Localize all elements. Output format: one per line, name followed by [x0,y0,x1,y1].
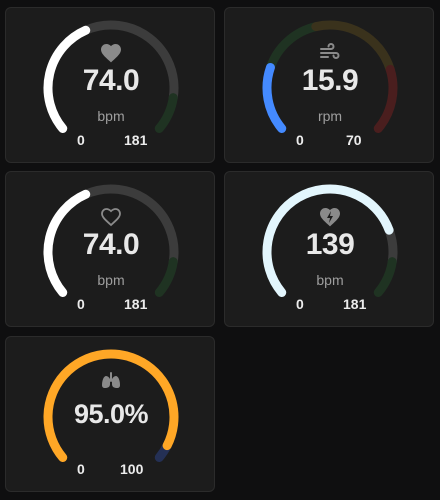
gauge-unit: bpm [97,108,125,124]
gauge-min-label: 0 [296,296,304,312]
gauge-track [81,20,179,103]
gauge-track [373,64,398,133]
gauge-min-label: 0 [296,132,304,148]
lungs-icon [102,372,120,388]
gauge-arc [262,184,398,297]
gauge-fill [43,189,91,297]
gauge-card-respiration[interactable]: 15.9 rpm 0 70 [224,7,434,163]
gauge-max-label: 181 [343,296,367,312]
gauge-value: 74.0 [82,228,140,261]
gauge-track [373,257,397,297]
gauge-max-label: 70 [346,132,362,148]
gauge-arc [262,20,398,133]
gauge-unit: bpm [316,272,344,288]
gauge-fill [43,25,91,133]
heart-filled-icon [101,44,121,63]
gauge-card-heart-rate-2[interactable]: 74.0 bpm 0 181 [5,171,215,327]
gauge-max-label: 100 [120,461,144,477]
wind-icon [320,43,340,59]
gauge-track [81,184,179,267]
gauge-arc [43,184,179,297]
gauge-card-heart-rate[interactable]: 74.0 bpm 0 181 [5,7,215,163]
gauge-unit: rpm [317,108,343,124]
gauge-fill [43,349,179,462]
gauge-value: 95.0% [73,399,149,429]
gauge-min-label: 0 [77,132,85,148]
heart-pulse-icon [320,208,340,227]
gauge-min-label: 0 [77,296,85,312]
gauge-fill [262,62,287,133]
gauge-arc [43,20,179,133]
gauge-value: 74.0 [82,64,140,97]
heart-outline-icon [101,208,121,227]
gauge-track [265,22,321,72]
gauge-max-label: 181 [124,132,148,148]
gauge-card-heart-rate-max[interactable]: 139 bpm 0 181 [224,171,434,327]
gauge-track [154,257,178,297]
gauge-value: 15.9 [301,64,359,97]
gauge-track [154,93,178,133]
gauge-arc [43,349,179,462]
gauge-fill [262,184,394,297]
gauge-track [311,20,395,74]
gauge-value: 139 [305,228,355,261]
gauge-min-label: 0 [77,461,85,477]
gauge-unit: bpm [97,272,125,288]
gauge-card-oxygen[interactable]: 95.0% 0 100 [5,336,215,492]
gauge-max-label: 181 [124,296,148,312]
